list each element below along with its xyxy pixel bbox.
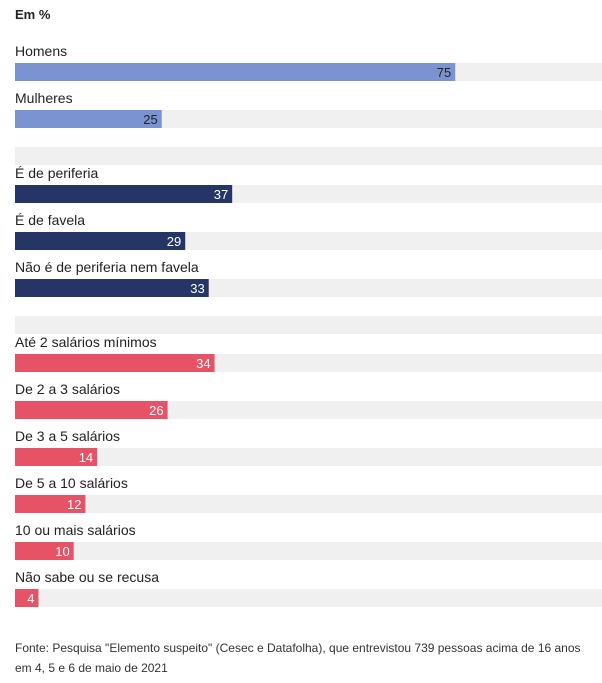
unit-label: Em %: [15, 7, 51, 22]
value-label: 12: [67, 497, 81, 512]
value-label: 14: [79, 450, 93, 465]
group-separator: [15, 147, 602, 165]
value-label: 75: [437, 65, 451, 80]
bar-chart: Homens 75 Mulheres 25 É de periferia 37 É de f…: [15, 43, 602, 607]
bar: [15, 589, 39, 607]
category-label: Homens: [15, 43, 67, 59]
value-label: 26: [149, 403, 163, 418]
source-note: Fonte: Pesquisa "Elemento suspeito" (Ces…: [15, 641, 581, 675]
bar: [15, 185, 233, 203]
category-label: Até 2 salários mínimos: [15, 334, 157, 350]
bar-track: [15, 542, 602, 560]
category-label: Não é de periferia nem favela: [15, 259, 199, 275]
category-label: De 2 a 3 salários: [15, 381, 120, 397]
value-label: 34: [196, 356, 210, 371]
category-label: De 5 a 10 salários: [15, 475, 128, 491]
group-separator: [15, 316, 602, 334]
category-label: Mulheres: [15, 90, 73, 106]
bar-track: [15, 448, 602, 466]
value-label: 29: [167, 234, 181, 249]
bar-track: [15, 589, 602, 607]
bar: [15, 495, 86, 513]
value-label: 37: [214, 187, 228, 202]
bar-track: [15, 495, 602, 513]
bar: [15, 279, 209, 297]
bar: [15, 110, 162, 128]
category-label: De 3 a 5 salários: [15, 428, 120, 444]
bar: [15, 448, 98, 466]
value-label: 10: [55, 544, 69, 559]
category-label: Não sabe ou se recusa: [15, 569, 159, 585]
bar: [15, 232, 186, 250]
value-label: 25: [143, 112, 157, 127]
bar: [15, 542, 74, 560]
value-label: 33: [190, 281, 204, 296]
category-label: 10 ou mais salários: [15, 522, 136, 538]
value-label: 4: [27, 591, 34, 606]
category-label: É de favela: [15, 212, 85, 228]
bar: [15, 63, 456, 81]
bar: [15, 401, 168, 419]
bar: [15, 354, 215, 372]
category-label: É de periferia: [15, 165, 98, 181]
